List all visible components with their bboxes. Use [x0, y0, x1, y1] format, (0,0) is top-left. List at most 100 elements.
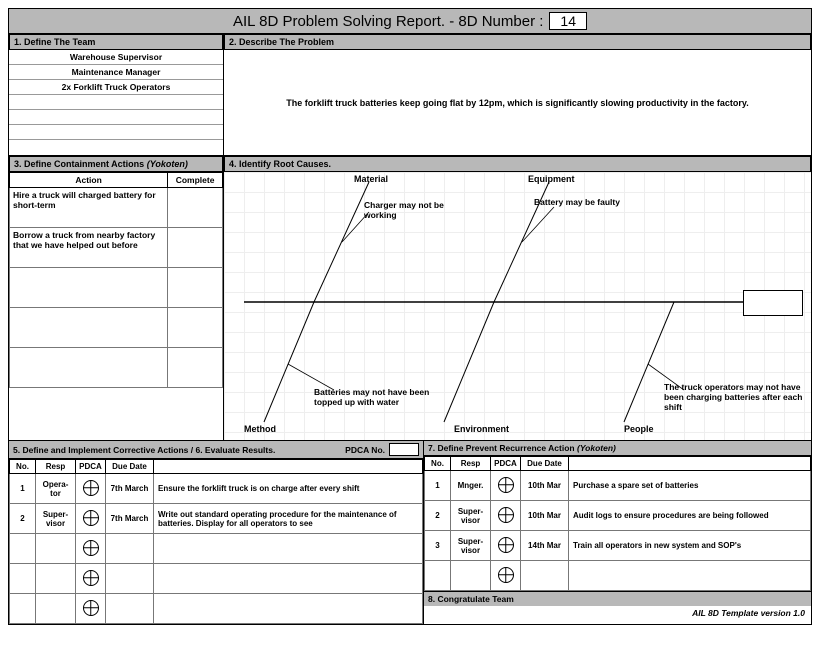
act-resp: Mnger. — [451, 471, 491, 501]
version-label: AIL 8D Template version 1.0 — [424, 606, 811, 620]
act-desc — [154, 534, 423, 564]
report-container: AIL 8D Problem Solving Report. - 8D Numb… — [8, 8, 812, 625]
pdca-icon — [83, 600, 99, 616]
act-pdca — [491, 501, 521, 531]
section4-header: 4. Identify Root Causes. — [224, 156, 811, 172]
act-no: 3 — [425, 531, 451, 561]
act-desc — [154, 564, 423, 594]
act-pdca — [76, 504, 106, 534]
act-desc — [154, 594, 423, 624]
team-list: Warehouse Supervisor Maintenance Manager… — [9, 50, 223, 140]
pdca-icon — [498, 507, 514, 523]
col-resp: Resp — [451, 457, 491, 471]
pdca-icon — [83, 480, 99, 496]
pdca-icon — [83, 570, 99, 586]
section7-header: 7. Define Prevent Recurrence Action (Yok… — [424, 441, 811, 456]
act-no — [10, 564, 36, 594]
pdca-icon — [83, 540, 99, 556]
act-pdca — [76, 594, 106, 624]
act-resp: Super-visor — [451, 531, 491, 561]
fb-cat-equipment: Equipment — [528, 174, 575, 184]
fb-cause-material: Charger may not be working — [364, 200, 454, 220]
effect-box — [743, 290, 803, 316]
prevent-table: No. Resp PDCA Due Date 1 Mnger. 10th Mar… — [424, 456, 811, 591]
col-date: Due Date — [106, 460, 154, 474]
act-date: 14th Mar — [521, 531, 569, 561]
act-date — [106, 564, 154, 594]
act-resp: Super-visor — [451, 501, 491, 531]
act-desc: Write out standard operating procedure f… — [154, 504, 423, 534]
act-date — [521, 561, 569, 591]
fishbone-diagram: Material Equipment Method Environment Pe… — [224, 172, 811, 440]
team-row: 2x Forklift Truck Operators — [9, 80, 223, 95]
yokoten-label: (Yokoten) — [577, 443, 616, 453]
act-pdca — [491, 561, 521, 591]
act-no: 1 — [10, 474, 36, 504]
team-row — [9, 110, 223, 125]
col-no: No. — [10, 460, 36, 474]
pdca-icon — [83, 510, 99, 526]
pdca-no-box — [389, 443, 419, 456]
containment-complete — [168, 308, 223, 348]
fb-cat-method: Method — [244, 424, 276, 434]
act-no — [425, 561, 451, 591]
containment-complete — [168, 188, 223, 228]
col-complete: Complete — [168, 173, 223, 188]
act-no — [10, 534, 36, 564]
yokoten-label: (Yokoten) — [147, 159, 188, 169]
act-date: 7th March — [106, 504, 154, 534]
col-pdca: PDCA — [76, 460, 106, 474]
fb-cat-material: Material — [354, 174, 388, 184]
team-row: Maintenance Manager — [9, 65, 223, 80]
act-no: 1 — [425, 471, 451, 501]
act-date — [106, 534, 154, 564]
title-bar: AIL 8D Problem Solving Report. - 8D Numb… — [9, 9, 811, 34]
act-desc: Ensure the forklift truck is on charge a… — [154, 474, 423, 504]
act-resp: Opera-tor — [36, 474, 76, 504]
section8-header: 8. Congratulate Team — [424, 591, 811, 606]
act-date: 7th March — [106, 474, 154, 504]
act-pdca — [491, 531, 521, 561]
col-action: Action — [10, 173, 168, 188]
act-pdca — [76, 564, 106, 594]
fb-cat-environment: Environment — [454, 424, 509, 434]
containment-action: Borrow a truck from nearby factory that … — [10, 228, 168, 268]
col-resp: Resp — [36, 460, 76, 474]
pdca-no-label: PDCA No. — [345, 445, 385, 455]
team-row — [9, 95, 223, 110]
problem-body: The forklift truck batteries keep going … — [224, 50, 811, 155]
containment-action — [10, 348, 168, 388]
section7-title: 7. Define Prevent Recurrence Action — [428, 443, 575, 453]
section3-header: 3. Define Containment Actions (Yokoten) — [9, 156, 223, 172]
act-resp — [36, 594, 76, 624]
containment-complete — [168, 228, 223, 268]
containment-table-wrap: Action Complete Hire a truck will charge… — [9, 172, 223, 388]
col-date: Due Date — [521, 457, 569, 471]
containment-complete — [168, 268, 223, 308]
corrective-table: No. Resp PDCA Due Date 1 Opera-tor 7th M… — [9, 459, 423, 624]
pdca-icon — [498, 477, 514, 493]
containment-action — [10, 308, 168, 348]
act-date — [106, 594, 154, 624]
act-no — [10, 594, 36, 624]
section3-title: 3. Define Containment Actions — [14, 159, 144, 169]
act-pdca — [491, 471, 521, 501]
team-row: Warehouse Supervisor — [9, 50, 223, 65]
act-desc: Audit logs to ensure procedures are bein… — [569, 501, 811, 531]
col-pdca: PDCA — [491, 457, 521, 471]
containment-complete — [168, 348, 223, 388]
act-resp — [36, 564, 76, 594]
section5-title: 5. Define and Implement Corrective Actio… — [13, 445, 275, 455]
act-desc — [569, 561, 811, 591]
act-resp — [451, 561, 491, 591]
act-date: 10th Mar — [521, 501, 569, 531]
section1-header: 1. Define The Team — [9, 34, 223, 50]
section5-header: 5. Define and Implement Corrective Actio… — [9, 441, 423, 459]
section2-header: 2. Describe The Problem — [224, 34, 811, 50]
act-pdca — [76, 474, 106, 504]
containment-action — [10, 268, 168, 308]
fb-cause-equipment: Battery may be faulty — [534, 197, 654, 207]
fb-cause-method: Batteries may not have been topped up wi… — [314, 387, 454, 407]
col-no: No. — [425, 457, 451, 471]
title-text: AIL 8D Problem Solving Report. - 8D Numb… — [233, 13, 543, 30]
